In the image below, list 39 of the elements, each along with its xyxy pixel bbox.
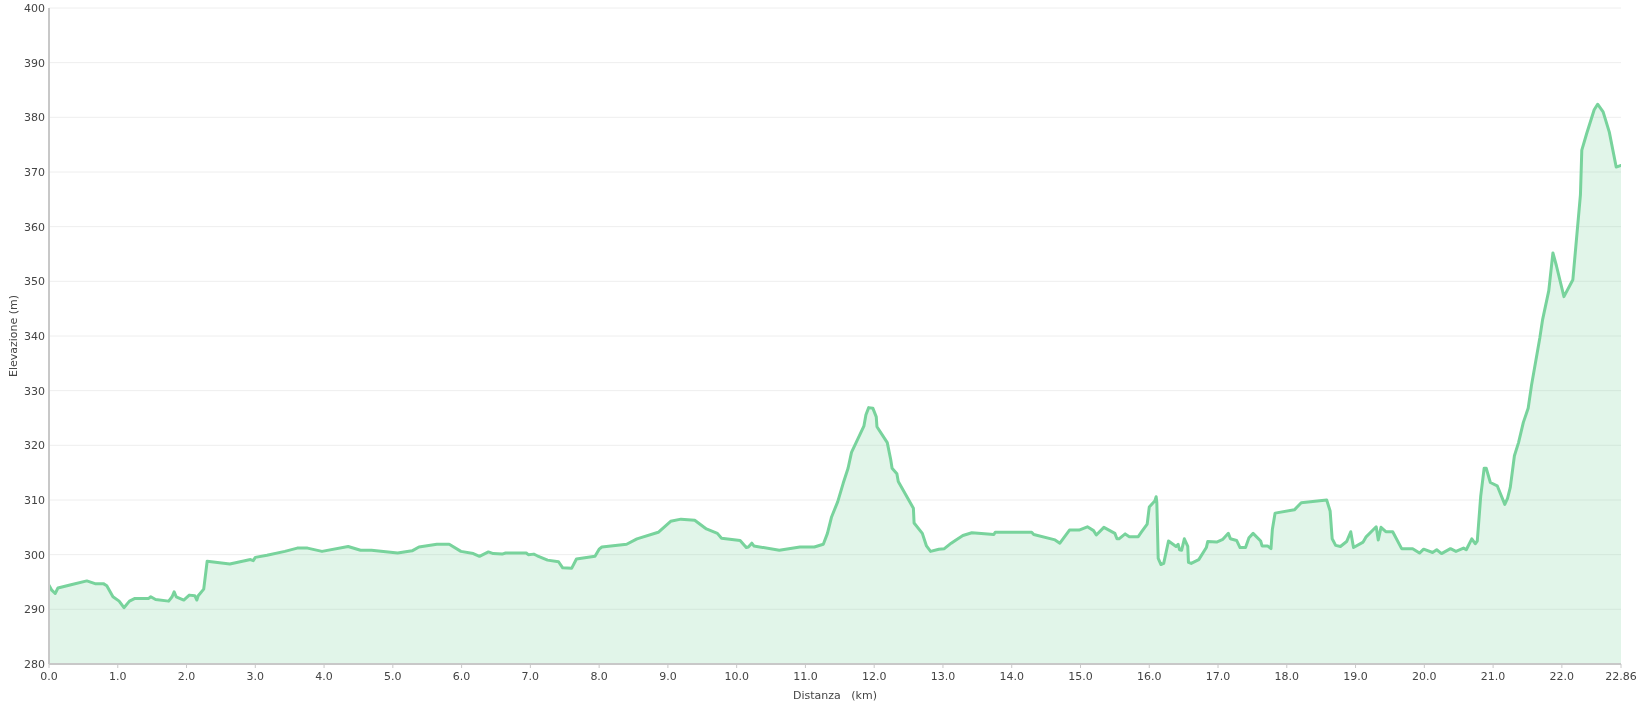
x-tick-label: 21.0: [1480, 669, 1506, 683]
x-tick-label: 1.0: [109, 669, 127, 683]
x-tick-label: 20.0: [1412, 669, 1437, 683]
y-tick-label: 320: [24, 439, 45, 453]
x-tick-label: 22.0: [1549, 669, 1575, 683]
x-tick-label: 5.0: [384, 669, 402, 683]
x-tick-label: 15.0: [1068, 669, 1093, 683]
x-tick-label: 0.0: [40, 669, 58, 683]
y-tick-label: 310: [24, 493, 45, 507]
y-tick-label: 340: [24, 329, 45, 343]
y-tick-label: 370: [24, 165, 45, 179]
y-tick-label: 350: [24, 275, 45, 289]
x-tick-label: 18.0: [1274, 669, 1300, 683]
x-axis-title: Distanza (km): [793, 688, 877, 702]
x-tick-label: 11.0: [793, 669, 818, 683]
y-axis-title: Elevazione (m): [6, 294, 20, 378]
x-tick-label: 7.0: [521, 669, 540, 683]
y-tick-label: 380: [24, 111, 45, 125]
x-tick-label: 12.0: [861, 669, 887, 683]
x-tick-label: 10.0: [724, 669, 749, 683]
y-tick-label: 360: [24, 220, 45, 234]
y-tick-label: 300: [24, 548, 45, 562]
x-tick-label: 19.0: [1343, 669, 1368, 683]
y-tick-label: 330: [24, 384, 45, 398]
x-tick-label: 9.0: [659, 669, 677, 683]
x-tick-label: 22.86: [1605, 669, 1637, 683]
x-tick-label: 4.0: [315, 669, 333, 683]
y-tick-label: 290: [24, 603, 45, 617]
x-tick-label: 14.0: [999, 669, 1024, 683]
x-tick-label: 6.0: [452, 669, 471, 683]
x-tick-label: 8.0: [590, 669, 608, 683]
x-tick-label: 17.0: [1205, 669, 1231, 683]
x-tick-label: 3.0: [246, 669, 265, 683]
y-tick-label: 400: [24, 1, 45, 15]
x-tick-label: 2.0: [177, 669, 196, 683]
x-tick-label: 13.0: [930, 669, 956, 683]
y-tick-label: 390: [24, 56, 45, 70]
y-tick-label: 280: [24, 657, 45, 671]
x-tick-label: 16.0: [1137, 669, 1162, 683]
